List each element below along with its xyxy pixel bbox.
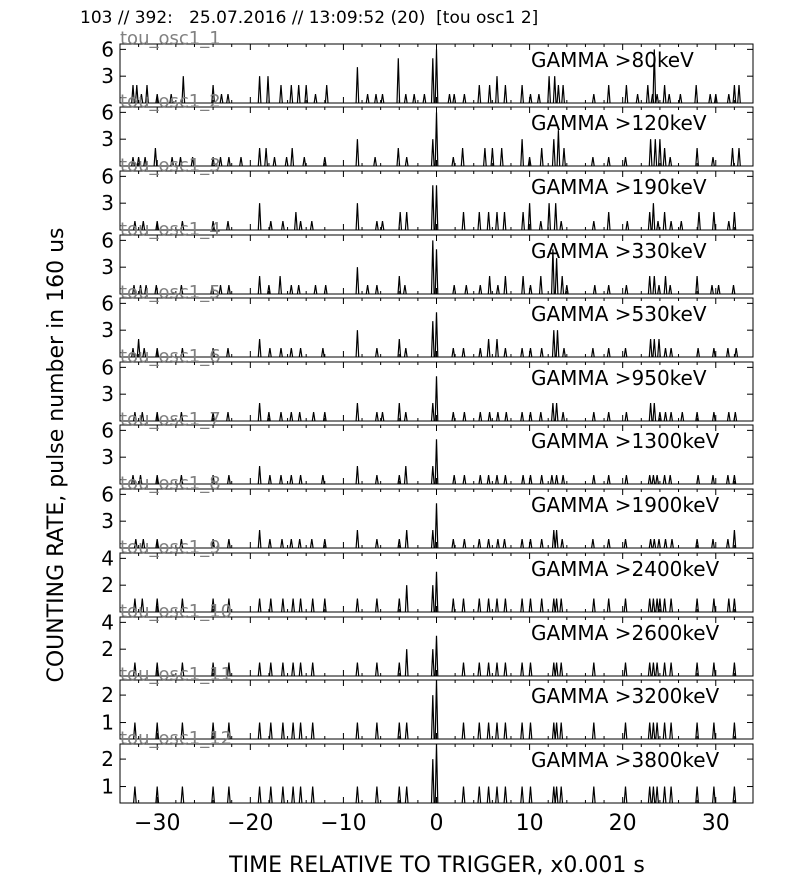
y-tick-label: 6 [101, 482, 114, 506]
y-tick-label: 3 [101, 509, 114, 533]
series-name-label: tou_osc1_11 [120, 664, 232, 685]
y-tick-label: 3 [101, 127, 114, 151]
panel-title: GAMMA >330keV [531, 239, 707, 263]
panel-title: GAMMA >120keV [531, 111, 707, 135]
y-tick-label: 6 [101, 164, 114, 188]
series-line [131, 112, 741, 167]
series-line [133, 743, 737, 804]
y-tick-label: 3 [101, 382, 114, 406]
y-tick-label: 3 [101, 255, 114, 279]
panel-3: 3 6 GAMMA >190keV tou_osc1_3 [101, 155, 754, 231]
series-line [133, 503, 737, 549]
panel-9: 2 4 GAMMA >2400keV tou_osc1_9 [101, 537, 754, 613]
y-tick-label: 2 [101, 747, 114, 771]
series-name-label: tou_osc1_12 [120, 728, 232, 749]
series-name-label: tou_osc1_5 [120, 282, 221, 303]
y-tick-label: 6 [101, 355, 114, 379]
x-tick-label: −20 [227, 811, 273, 836]
series-line [131, 312, 739, 358]
panel-1: 3 6 GAMMA >80keV tou_osc1_1 [101, 28, 754, 104]
panel-title: GAMMA >1900keV [531, 493, 720, 517]
x-tick-label: 20 [609, 811, 637, 836]
series-line [131, 49, 741, 104]
series-name-label: tou_osc1_10 [120, 601, 232, 622]
series-line [133, 185, 737, 231]
panel-12: 1 2 GAMMA >3800keV tou_osc1_12 [101, 728, 754, 804]
panel-10: 2 4 GAMMA >2600keV tou_osc1_10 [101, 601, 754, 677]
panel-title: GAMMA >1300keV [531, 429, 720, 453]
x-tick-label: 30 [702, 811, 730, 836]
series-name-label: tou_osc1_4 [120, 219, 221, 240]
x-axis-title: TIME RELATIVE TO TRIGGER, x0.001 s [228, 853, 645, 878]
panel-title: GAMMA >2400keV [531, 557, 720, 581]
y-tick-label: 6 [101, 100, 114, 124]
y-axis-title: COUNTING RATE, pulse number in 160 us [44, 227, 69, 682]
series-line [132, 240, 736, 295]
panel-5: 3 6 GAMMA >530keV tou_osc1_5 [101, 282, 754, 358]
y-tick-label: 1 [101, 711, 114, 735]
y-tick-label: 2 [101, 637, 114, 661]
panel-title: GAMMA >190keV [531, 175, 707, 199]
panel-11: 1 2 GAMMA >3200keV tou_osc1_11 [101, 664, 754, 740]
series-line [133, 635, 737, 677]
series-name-label: tou_osc1_9 [120, 537, 221, 558]
panel-frame [119, 743, 754, 804]
series-line [133, 679, 737, 740]
y-tick-label: 1 [101, 775, 114, 799]
panel-6: 3 6 GAMMA >950keV tou_osc1_6 [101, 346, 754, 422]
series-name-label: tou_osc1_3 [120, 155, 221, 176]
y-tick-label: 6 [101, 291, 114, 315]
panel-4: 3 6 GAMMA >330keV tou_osc1_4 [101, 219, 754, 295]
series-name-label: tou_osc1_8 [120, 473, 221, 494]
panel-title: GAMMA >3800keV [531, 748, 720, 772]
series-line [133, 571, 737, 613]
x-tick-label: −10 [320, 811, 366, 836]
panel-2: 3 6 GAMMA >120keV tou_osc1_2 [101, 91, 754, 167]
series-line [133, 376, 738, 422]
series-name-label: tou_osc1_7 [120, 409, 221, 430]
y-tick-label: 3 [101, 318, 114, 342]
panel-title: GAMMA >950keV [531, 366, 707, 390]
panel-7: 3 6 GAMMA >1300keV tou_osc1_7 [101, 409, 754, 485]
figure-header: 103 // 392: 25.07.2016 // 13:09:52 (20) … [80, 8, 539, 28]
y-tick-label: 3 [101, 445, 114, 469]
y-tick-label: 2 [101, 573, 114, 597]
series-name-label: tou_osc1_2 [120, 91, 221, 112]
series-name-label: tou_osc1_6 [120, 346, 221, 367]
panel-title: GAMMA >2600keV [531, 621, 720, 645]
y-tick-label: 6 [101, 228, 114, 252]
y-tick-label: 6 [101, 418, 114, 442]
y-tick-label: 3 [101, 191, 114, 215]
x-tick-label: 10 [516, 811, 544, 836]
series-name-label: tou_osc1_1 [120, 28, 221, 49]
y-tick-label: 6 [101, 37, 114, 61]
series-line [131, 439, 737, 485]
y-tick-label: 4 [101, 610, 114, 634]
panel-title: GAMMA >530keV [531, 302, 707, 326]
panel-8: 3 6 GAMMA >1900keV tou_osc1_8 [101, 473, 754, 549]
x-tick-label: −30 [134, 811, 180, 836]
y-tick-label: 3 [101, 64, 114, 88]
y-tick-label: 4 [101, 546, 114, 570]
panel-title: GAMMA >80keV [531, 48, 694, 72]
x-tick-label: 0 [430, 811, 444, 836]
y-tick-label: 2 [101, 683, 114, 707]
panel-title: GAMMA >3200keV [531, 684, 720, 708]
